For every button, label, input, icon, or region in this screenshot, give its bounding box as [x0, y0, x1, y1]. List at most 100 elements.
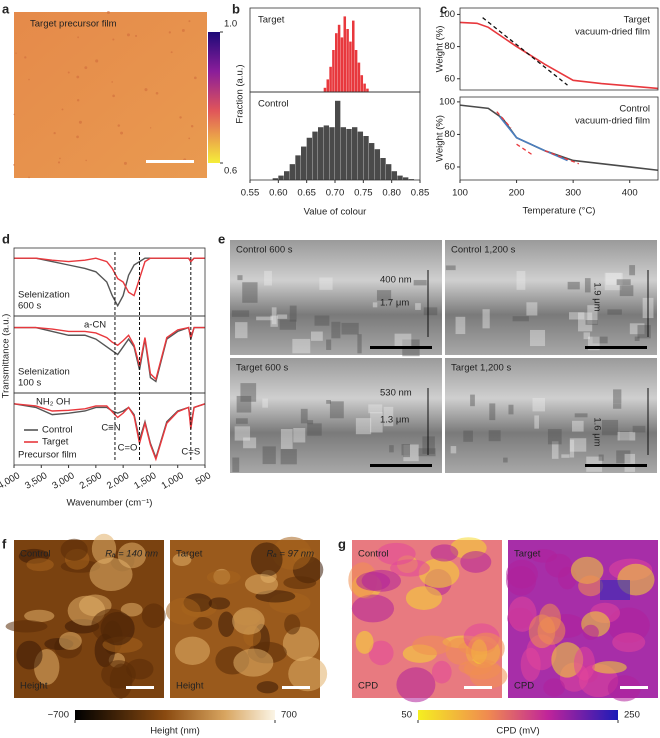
texture	[232, 457, 240, 473]
texture	[126, 658, 154, 680]
annotation: Selenization	[18, 367, 70, 378]
bar	[374, 149, 381, 180]
texture	[372, 302, 378, 308]
scale-bar	[620, 686, 648, 689]
texture	[331, 321, 341, 339]
bar	[357, 131, 364, 180]
line	[14, 326, 205, 381]
line	[544, 150, 580, 165]
texture	[293, 428, 306, 443]
panel-label: b	[232, 1, 240, 16]
texture	[16, 640, 43, 670]
bar	[323, 87, 327, 92]
texture	[326, 400, 331, 404]
y-tick-label: 100	[439, 96, 455, 107]
x-tick-label: 0.85	[411, 188, 430, 199]
line	[496, 111, 512, 129]
bar	[386, 164, 392, 180]
texture	[585, 320, 598, 325]
texture	[76, 99, 80, 102]
texture	[117, 124, 121, 127]
texture	[488, 430, 501, 442]
texture	[516, 270, 526, 290]
texture	[57, 161, 61, 164]
bar	[306, 137, 313, 180]
texture	[234, 426, 251, 441]
texture	[282, 626, 320, 662]
texture	[534, 415, 539, 429]
texture	[450, 446, 457, 454]
texture	[587, 336, 600, 351]
texture	[613, 389, 622, 404]
texture	[144, 88, 148, 92]
texture	[5, 620, 48, 633]
texture	[67, 71, 70, 74]
line	[14, 257, 205, 297]
texture	[172, 553, 192, 566]
texture	[307, 423, 322, 436]
scale-bar	[585, 346, 647, 349]
sem-image	[445, 240, 657, 355]
texture	[418, 448, 436, 457]
texture	[218, 611, 235, 637]
bar	[323, 125, 330, 180]
texture	[394, 333, 412, 349]
colorbar-label: Height (nm)	[150, 726, 200, 737]
scale-bar	[370, 346, 432, 349]
texture	[592, 661, 627, 674]
colorbar-tick-label: 50	[401, 710, 412, 721]
channel-label: Height	[176, 681, 204, 692]
line	[13, 403, 206, 462]
annotation: 100 s	[18, 378, 41, 389]
bar	[391, 171, 398, 180]
band-label: NH₂ OH	[36, 397, 70, 408]
bar	[312, 131, 318, 180]
texture	[24, 609, 55, 623]
texture	[262, 398, 268, 408]
texture	[401, 444, 410, 456]
texture	[601, 419, 619, 436]
texture	[270, 315, 278, 327]
texture	[277, 314, 288, 319]
plot-frame	[13, 392, 206, 466]
colorbar	[75, 710, 275, 720]
bar	[397, 175, 403, 180]
y-axis-label: Weight (%)	[435, 26, 446, 73]
texture	[376, 290, 392, 301]
texture	[624, 453, 636, 472]
texture	[232, 607, 265, 635]
x-tick-label: 300	[565, 188, 581, 199]
texture	[572, 420, 584, 432]
texture	[574, 413, 588, 418]
panel-label: e	[218, 231, 225, 246]
x-tick-label: 3,500	[23, 470, 49, 491]
plot-frame	[459, 7, 659, 91]
texture	[616, 279, 631, 286]
bar	[346, 128, 352, 180]
y-tick-label: 60	[444, 161, 455, 172]
texture	[243, 437, 257, 449]
image-label: Control	[20, 549, 51, 560]
texture	[307, 420, 314, 425]
texture	[489, 403, 496, 421]
texture	[508, 404, 514, 415]
texture	[111, 81, 113, 83]
bar	[301, 146, 307, 180]
texture	[503, 457, 508, 463]
x-tick-label: 3,000	[50, 470, 76, 491]
subplot-title: Target	[258, 15, 285, 26]
x-tick-label: 0.55	[241, 188, 260, 199]
texture	[482, 309, 490, 329]
x-tick-label: 500	[194, 470, 213, 487]
roughness: Rₐ = 140 nm	[105, 549, 158, 560]
texture	[619, 285, 634, 297]
scale-bar	[282, 686, 310, 689]
bar	[337, 24, 341, 92]
x-tick-label: 2,000	[105, 470, 131, 491]
bar	[340, 37, 344, 92]
texture	[24, 56, 27, 59]
texture	[149, 127, 152, 129]
legend-label: Target	[42, 437, 69, 448]
bar	[329, 127, 335, 180]
texture	[174, 636, 211, 665]
